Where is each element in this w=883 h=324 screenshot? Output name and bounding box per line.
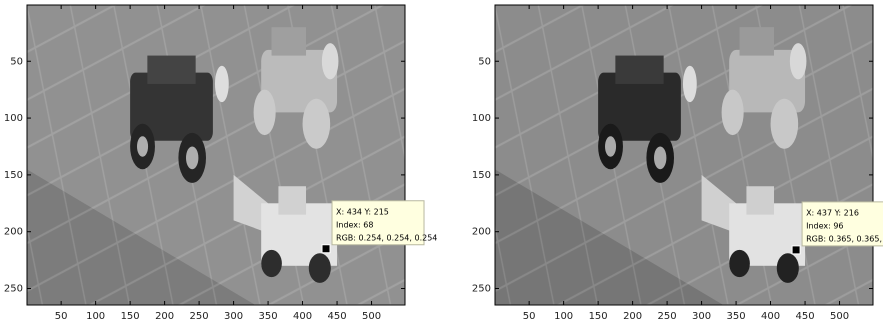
axes: 50 100 150 200 250 300 350 400 450 500 50 100 150 200… bbox=[4, 4, 405, 322]
y-tick-label: 200 bbox=[472, 227, 491, 238]
y-tick-label: 250 bbox=[4, 284, 23, 295]
x-tick-label: 150 bbox=[121, 311, 140, 322]
x-tick-label: 400 bbox=[293, 311, 312, 322]
datatip-line: Index: 96 bbox=[806, 221, 843, 230]
figure: 50 100 150 200 250 300 350 400 450 500 50 100 150 200… bbox=[0, 0, 883, 324]
x-tick-label: 100 bbox=[554, 311, 573, 322]
x-tick-label: 250 bbox=[658, 311, 677, 322]
page: {"panels": [ {"xlim": [0.5, 548.5], "yli… bbox=[0, 0, 883, 324]
image bbox=[27, 4, 405, 304]
x-tick-label: 50 bbox=[55, 311, 68, 322]
x-tick-label: 50 bbox=[523, 311, 536, 322]
x-tick-label: 300 bbox=[224, 311, 243, 322]
photo bbox=[495, 4, 873, 304]
y-tick-label: 100 bbox=[4, 113, 23, 124]
y-tick-label: 150 bbox=[472, 170, 491, 181]
y-tick-label: 250 bbox=[472, 284, 491, 295]
x-tick-label: 300 bbox=[692, 311, 711, 322]
x-tick-label: 150 bbox=[589, 311, 608, 322]
datatip: X: 434 Y: 215 Index: 68 RGB: 0.254, 0.254,… bbox=[322, 201, 437, 253]
x-tick-label: 450 bbox=[328, 311, 347, 322]
y-tick-label: 150 bbox=[4, 170, 23, 181]
y-tick-label: 50 bbox=[10, 56, 23, 67]
x-tick-label: 200 bbox=[623, 311, 642, 322]
datatip-line: Index: 68 bbox=[336, 220, 373, 229]
axes: 50 100 150 200 250 300 350 400 450 500 50 100 150 200… bbox=[472, 4, 873, 322]
x-tick-label: 100 bbox=[86, 311, 105, 322]
x-tick-label: 450 bbox=[796, 311, 815, 322]
x-tick-label: 250 bbox=[190, 311, 209, 322]
y-tick-label: 200 bbox=[4, 227, 23, 238]
x-tick-label: 200 bbox=[155, 311, 174, 322]
datatip-line: RGB: 0.365, 0.365, 0.3 bbox=[806, 234, 883, 243]
x-tick-label: 350 bbox=[727, 311, 746, 322]
photo bbox=[27, 4, 405, 304]
datatip-marker bbox=[322, 245, 330, 253]
datatip-line: X: 434 Y: 215 bbox=[336, 207, 389, 216]
x-tick-label: 400 bbox=[761, 311, 780, 322]
y-tick-label: 100 bbox=[472, 113, 491, 124]
x-tick-label: 350 bbox=[259, 311, 278, 322]
image bbox=[495, 4, 873, 304]
x-tick-label: 500 bbox=[830, 311, 849, 322]
datatip-line: X: 437 Y: 216 bbox=[806, 208, 859, 217]
datatip-line: RGB: 0.254, 0.254, 0.254 bbox=[336, 233, 437, 242]
y-tick-label: 50 bbox=[478, 56, 491, 67]
datatip-marker bbox=[792, 246, 800, 254]
x-tick-label: 500 bbox=[362, 311, 381, 322]
datatip: X: 437 Y: 216 Index: 96 RGB: 0.365, 0.365,… bbox=[792, 202, 883, 254]
